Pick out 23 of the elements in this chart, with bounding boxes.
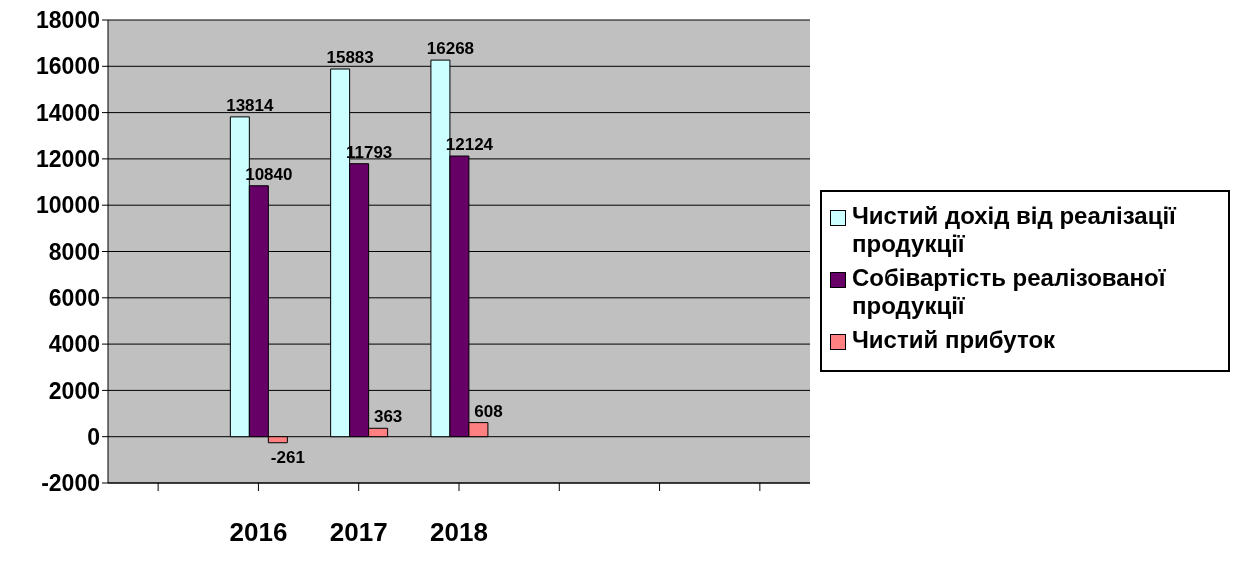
- data-label: 363: [373, 407, 403, 427]
- y-tick-label: 0: [87, 423, 100, 450]
- data-label: 13814: [226, 95, 275, 115]
- y-tick-label: 16000: [36, 53, 100, 80]
- y-tick-label: 14000: [36, 99, 100, 126]
- legend-label: Собівартість реалізованої продукції: [852, 263, 1167, 320]
- y-tick-label: 18000: [36, 7, 100, 34]
- y-tick-label: -2000: [41, 470, 100, 497]
- y-tick-label: 6000: [48, 284, 100, 311]
- x-tick-label: 2017: [329, 517, 388, 548]
- data-label: 608: [474, 401, 503, 421]
- y-tick-label: 2000: [48, 377, 100, 404]
- y-tick-label: 8000: [48, 238, 100, 265]
- data-label: -261: [270, 447, 305, 467]
- x-tick-label: 2018: [430, 517, 488, 548]
- data-label: 15883: [326, 48, 374, 68]
- y-tick-label: 4000: [48, 331, 100, 358]
- legend-label: Чистий прибуток: [852, 325, 1056, 354]
- x-tick-label: 2016: [229, 517, 288, 548]
- legend-label: Чистий дохід від реалізації продукції: [852, 201, 1178, 258]
- y-tick-label: 12000: [36, 146, 100, 173]
- y-tick-label: 10000: [36, 192, 100, 219]
- data-label: 16268: [426, 39, 475, 59]
